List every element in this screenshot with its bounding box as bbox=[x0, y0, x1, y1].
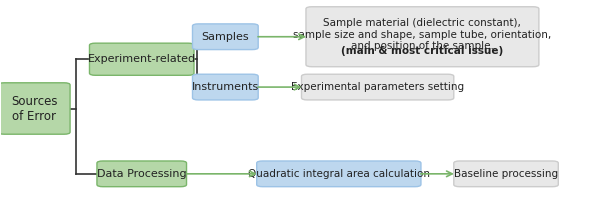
FancyBboxPatch shape bbox=[454, 161, 558, 187]
FancyBboxPatch shape bbox=[97, 161, 187, 187]
Text: Instruments: Instruments bbox=[192, 82, 259, 92]
FancyBboxPatch shape bbox=[89, 43, 194, 75]
Text: Experimental parameters setting: Experimental parameters setting bbox=[291, 82, 464, 92]
Text: Experiment-related: Experiment-related bbox=[88, 54, 196, 64]
FancyBboxPatch shape bbox=[257, 161, 421, 187]
Text: Sample material (dielectric constant),
sample size and shape, sample tube, orien: Sample material (dielectric constant), s… bbox=[293, 18, 551, 51]
FancyBboxPatch shape bbox=[193, 74, 258, 100]
Text: Samples: Samples bbox=[202, 32, 249, 42]
Text: Data Processing: Data Processing bbox=[97, 169, 187, 179]
FancyBboxPatch shape bbox=[0, 83, 70, 134]
FancyBboxPatch shape bbox=[306, 7, 539, 67]
FancyBboxPatch shape bbox=[193, 24, 258, 50]
Text: Baseline processing: Baseline processing bbox=[454, 169, 558, 179]
Text: Sources
of Error: Sources of Error bbox=[11, 94, 58, 123]
Text: Quadratic integral area calculation: Quadratic integral area calculation bbox=[248, 169, 430, 179]
Text: (main & most critical issue): (main & most critical issue) bbox=[341, 46, 503, 56]
FancyBboxPatch shape bbox=[301, 74, 454, 100]
